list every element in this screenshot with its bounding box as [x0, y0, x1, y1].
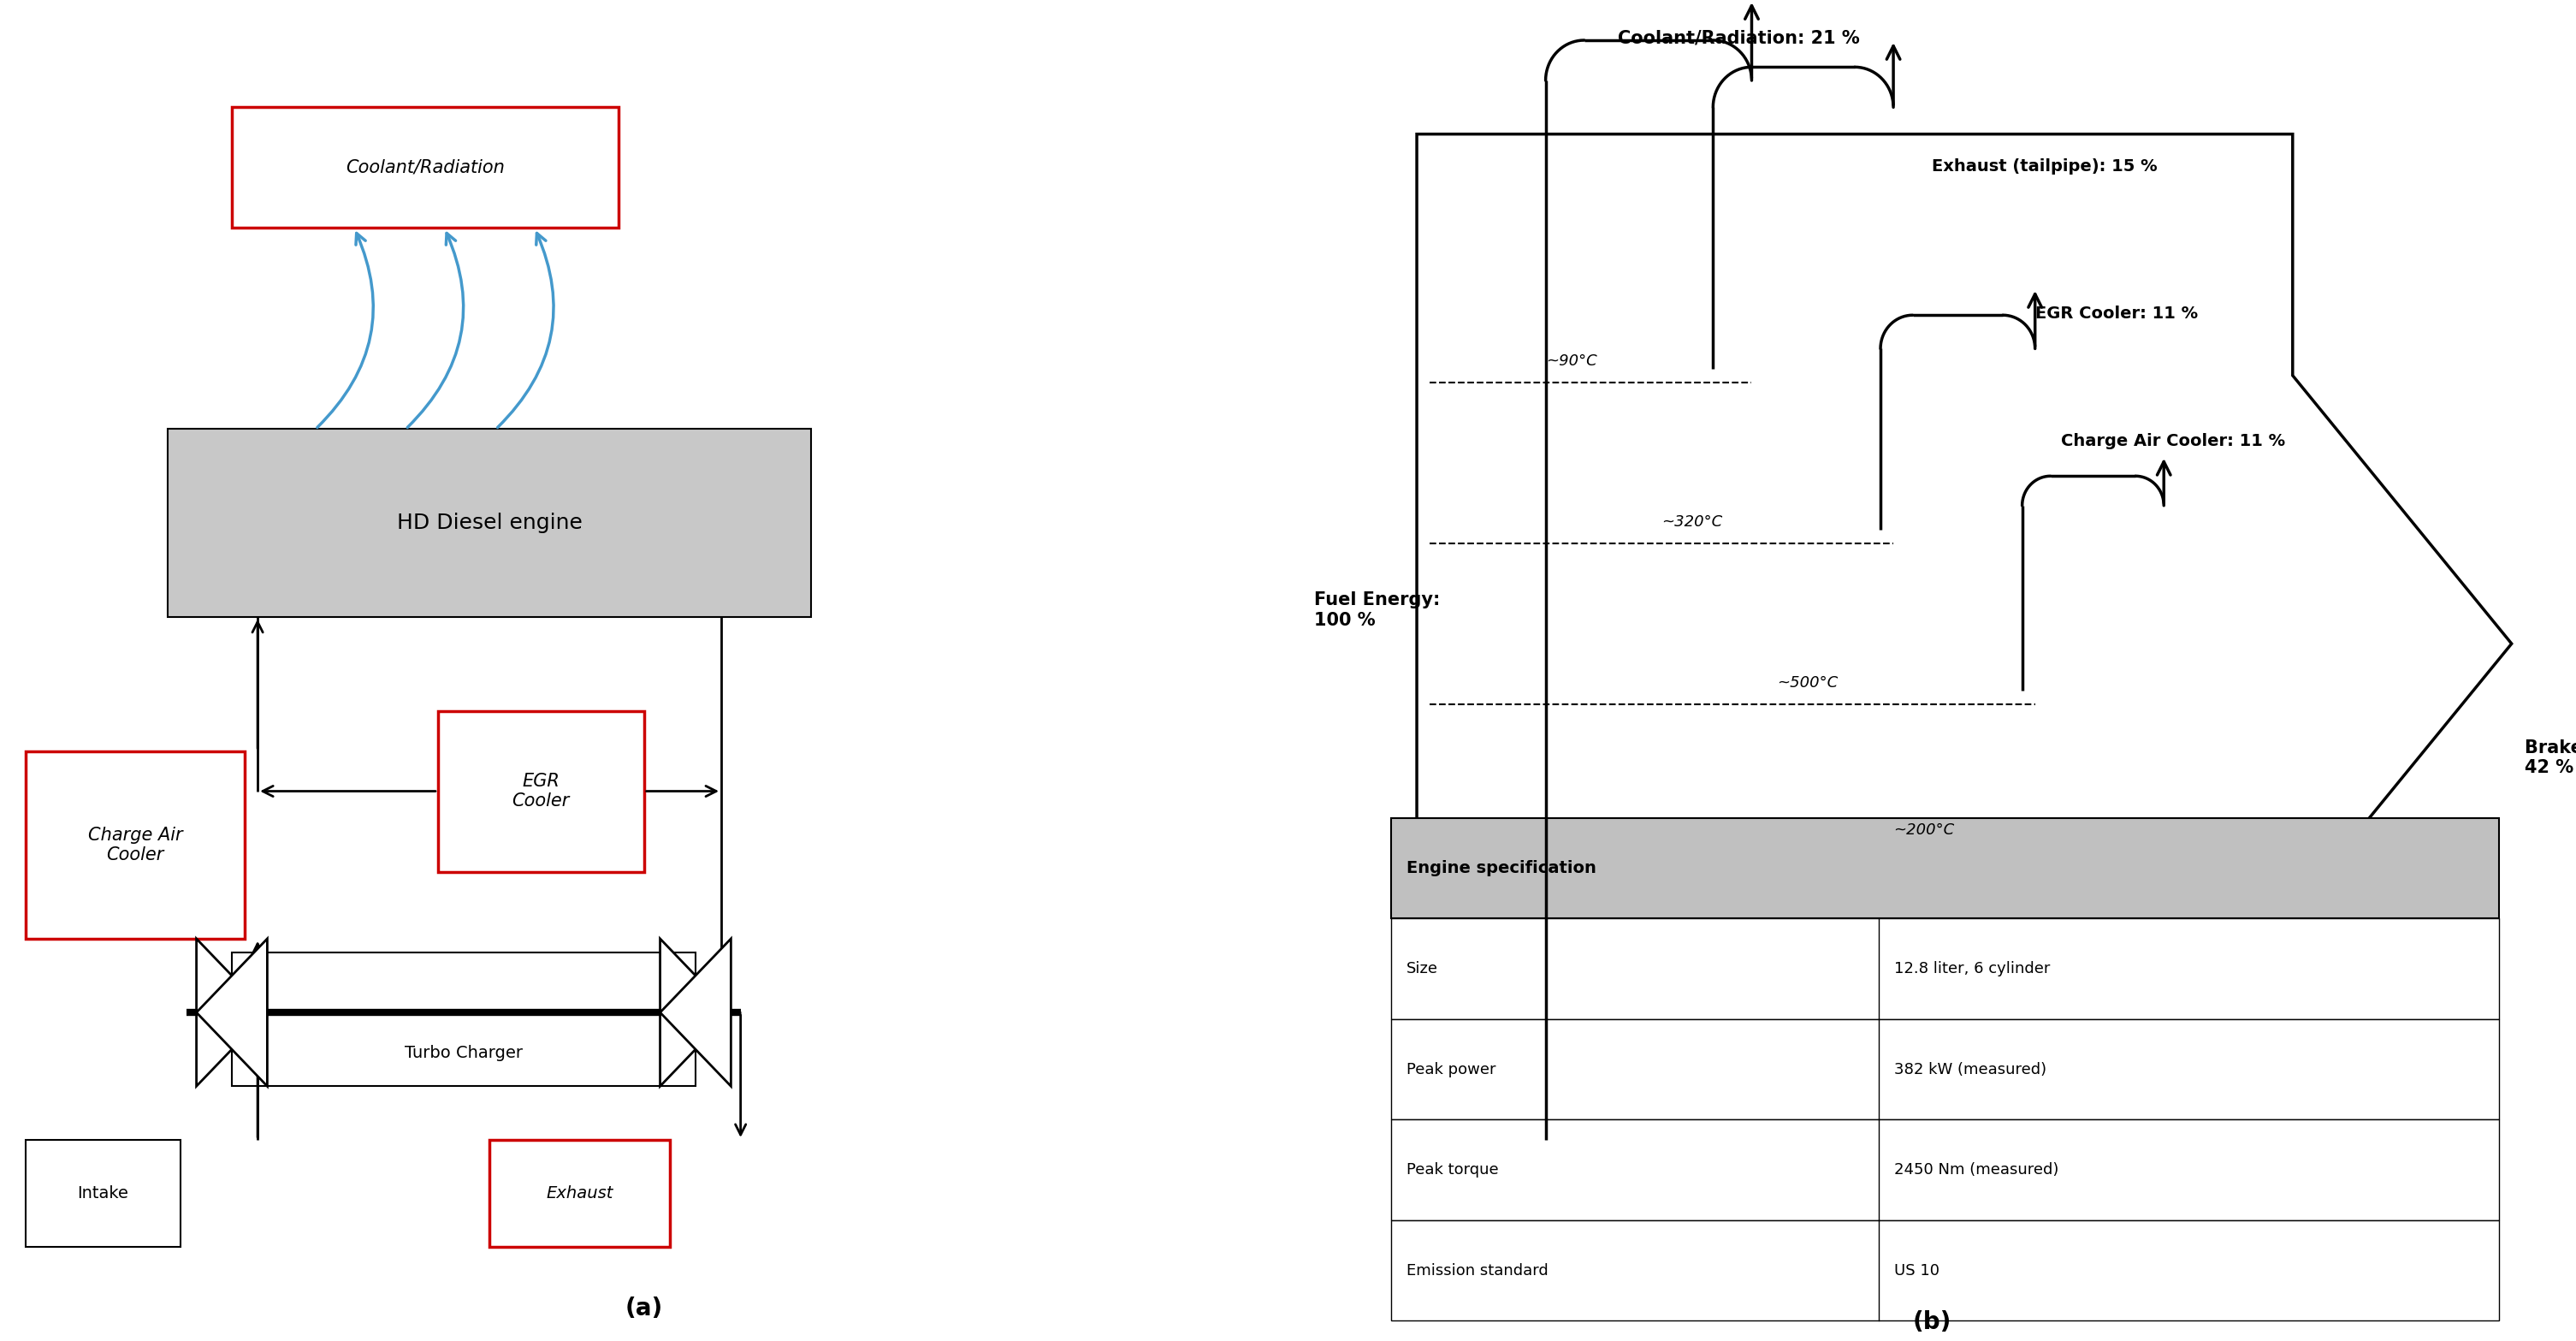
Bar [1391, 919, 2499, 1019]
Polygon shape [1417, 134, 2512, 1153]
Text: Engine specification: Engine specification [1406, 860, 1597, 877]
Bar [232, 952, 696, 1086]
Text: HD Diesel engine: HD Diesel engine [397, 512, 582, 534]
Text: EGR
Cooler: EGR Cooler [513, 772, 569, 810]
Text: 12.8 liter, 6 cylinder: 12.8 liter, 6 cylinder [1893, 961, 2050, 976]
Bar [232, 107, 618, 228]
Polygon shape [196, 939, 268, 1086]
Text: 2450 Nm (measured): 2450 Nm (measured) [1893, 1163, 2058, 1177]
Bar [1391, 818, 2499, 919]
Text: (b): (b) [1911, 1310, 1953, 1334]
Text: Coolant/Radiation: 21 %: Coolant/Radiation: 21 % [1618, 30, 1860, 47]
Text: US 10: US 10 [1893, 1263, 1940, 1278]
Text: Intake: Intake [77, 1185, 129, 1202]
Text: (a): (a) [626, 1297, 662, 1321]
Polygon shape [659, 939, 732, 1086]
Text: 382 kW (measured): 382 kW (measured) [1893, 1062, 2045, 1077]
Text: Brake Power:
42 %: Brake Power: 42 % [2524, 739, 2576, 776]
Text: Emission standard: Emission standard [1406, 1263, 1548, 1278]
Bar [167, 429, 811, 617]
Bar [1391, 1120, 2499, 1220]
Text: Exhaust (tailpipe): 15 %: Exhaust (tailpipe): 15 % [1932, 158, 2159, 174]
Text: Peak torque: Peak torque [1406, 1163, 1499, 1177]
Text: ~500°C: ~500°C [1777, 676, 1839, 691]
Text: Size: Size [1406, 961, 1437, 976]
Polygon shape [196, 939, 268, 1086]
Text: ~90°C: ~90°C [1546, 354, 1597, 369]
Text: Fuel Energy:
100 %: Fuel Energy: 100 % [1314, 591, 1440, 629]
Text: ~200°C: ~200°C [1893, 823, 1955, 838]
Bar [1391, 1220, 2499, 1321]
Text: ~320°C: ~320°C [1662, 515, 1723, 530]
Text: Exhaust: Exhaust [546, 1185, 613, 1202]
Text: Charge Air
Cooler: Charge Air Cooler [88, 826, 183, 864]
Text: Peak power: Peak power [1406, 1062, 1497, 1077]
Bar [1391, 1019, 2499, 1120]
Polygon shape [659, 939, 732, 1086]
Text: Turbo Charger: Turbo Charger [404, 1045, 523, 1061]
Bar [26, 1140, 180, 1247]
Text: EGR Cooler: 11 %: EGR Cooler: 11 % [2035, 306, 2197, 322]
Text: Charge Air Cooler: 11 %: Charge Air Cooler: 11 % [2061, 433, 2285, 449]
Bar [489, 1140, 670, 1247]
Text: Coolant/Radiation: Coolant/Radiation [345, 160, 505, 176]
Bar [438, 711, 644, 872]
Bar [26, 751, 245, 939]
